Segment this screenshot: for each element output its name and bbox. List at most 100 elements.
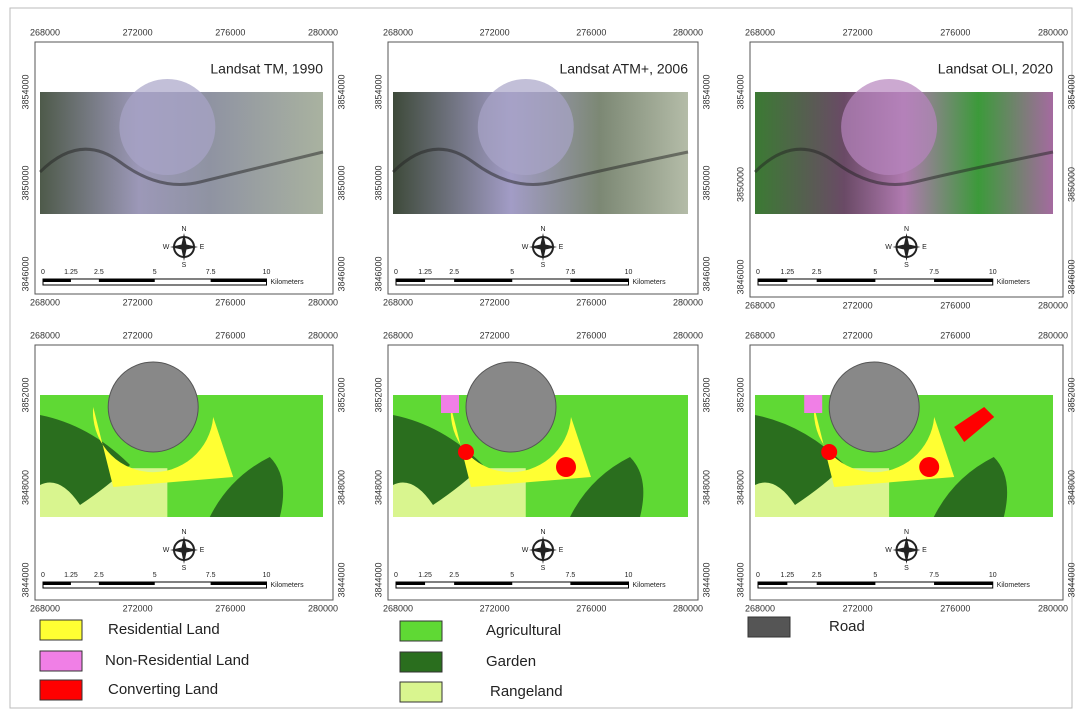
scale-segment (758, 279, 787, 282)
compass-label: W (163, 547, 170, 554)
legend-swatch-road (748, 617, 790, 637)
x-tick-label: 268000 (30, 603, 60, 613)
scale-label: 7.5 (566, 572, 576, 579)
compass-label: W (522, 244, 529, 251)
y-tick-label: 3844000 (1066, 562, 1076, 597)
x-tick-label: 268000 (383, 603, 413, 613)
legend-swatch-garden (400, 652, 442, 672)
scale-label: 10 (989, 572, 997, 579)
scale-label: 2.5 (94, 572, 104, 579)
scale-label: 5 (510, 572, 514, 579)
legend-label: Residential Land (108, 621, 220, 638)
scale-label: 1.25 (418, 572, 432, 579)
x-tick-label: 280000 (673, 603, 703, 613)
scale-segment (99, 279, 155, 282)
x-tick-label: 280000 (673, 330, 703, 340)
non-residential-area (804, 395, 822, 413)
scale-label: 5 (873, 269, 877, 276)
x-tick-label: 280000 (308, 297, 338, 307)
compass-label: S (541, 262, 546, 269)
legend-label: Non-Residential Land (105, 652, 249, 669)
converting-area (919, 457, 939, 477)
y-tick-label: 3848000 (373, 470, 383, 505)
scale-segment (43, 279, 71, 282)
y-tick-label: 3844000 (20, 562, 30, 597)
y-tick-label: 3846000 (20, 256, 30, 291)
compass-label: S (904, 565, 909, 572)
legend-label: Agricultural (486, 622, 561, 639)
scale-label: 10 (989, 269, 997, 276)
x-tick-label: 276000 (940, 300, 970, 310)
scale-label: 7.5 (929, 572, 939, 579)
y-tick-label: 3852000 (20, 377, 30, 412)
y-tick-label: 3854000 (373, 74, 383, 109)
x-tick-label: 272000 (843, 330, 873, 340)
y-tick-label: 3850000 (701, 165, 711, 200)
urban-area (478, 79, 574, 175)
scale-label: 0 (394, 572, 398, 579)
compass-label: E (559, 244, 564, 251)
x-tick-label: 276000 (576, 603, 606, 613)
compass-label: N (540, 226, 545, 233)
x-tick-label: 280000 (673, 297, 703, 307)
scale-segment (570, 279, 628, 282)
y-tick-label: 3850000 (20, 165, 30, 200)
scale-label: 0 (394, 269, 398, 276)
scale-unit: Kilometers (997, 582, 1031, 589)
scale-segment (396, 582, 425, 585)
compass-label: W (163, 244, 170, 251)
x-tick-label: 276000 (576, 297, 606, 307)
converting-area (821, 444, 837, 460)
compass-label: N (540, 529, 545, 536)
compass-label: E (922, 547, 927, 554)
scale-label: 7.5 (566, 269, 576, 276)
compass-label: S (541, 565, 546, 572)
y-tick-label: 3854000 (20, 74, 30, 109)
x-tick-label: 280000 (1038, 603, 1068, 613)
x-tick-label: 272000 (843, 603, 873, 613)
x-tick-label: 272000 (123, 330, 153, 340)
x-tick-label: 268000 (745, 330, 775, 340)
x-tick-label: 280000 (308, 603, 338, 613)
x-tick-label: 276000 (215, 330, 245, 340)
x-tick-label: 280000 (1038, 300, 1068, 310)
scale-segment (396, 279, 425, 282)
scale-label: 2.5 (449, 572, 459, 579)
x-tick-label: 272000 (480, 330, 510, 340)
legend-swatch-agricultural (400, 621, 442, 641)
y-tick-label: 3852000 (1066, 377, 1076, 412)
scale-label: 2.5 (94, 269, 104, 276)
legend-swatch-residential (40, 620, 82, 640)
x-tick-label: 276000 (215, 603, 245, 613)
y-tick-label: 3846000 (735, 259, 745, 294)
scale-unit: Kilometers (271, 279, 305, 286)
scale-label: 5 (153, 572, 157, 579)
y-tick-label: 3854000 (336, 74, 346, 109)
y-tick-label: 3852000 (735, 377, 745, 412)
y-tick-label: 3850000 (735, 167, 745, 202)
scale-segment (934, 582, 993, 585)
x-tick-label: 280000 (1038, 27, 1068, 37)
scale-segment (817, 582, 876, 585)
x-tick-label: 268000 (30, 27, 60, 37)
x-tick-label: 280000 (1038, 330, 1068, 340)
scale-label: 7.5 (929, 269, 939, 276)
y-tick-label: 3848000 (1066, 470, 1076, 505)
compass-label: E (200, 244, 205, 251)
y-tick-label: 3846000 (336, 256, 346, 291)
legend-swatch-converting (40, 680, 82, 700)
y-tick-label: 3844000 (336, 562, 346, 597)
road-network (466, 362, 556, 452)
compass-label: E (559, 547, 564, 554)
scale-label: 0 (756, 269, 760, 276)
scale-segment (454, 279, 512, 282)
y-tick-label: 3846000 (701, 256, 711, 291)
scale-label: 0 (756, 572, 760, 579)
y-tick-label: 3848000 (701, 470, 711, 505)
y-tick-label: 3852000 (701, 377, 711, 412)
scale-label: 1.25 (64, 269, 78, 276)
converting-area (458, 444, 474, 460)
scale-segment (99, 582, 155, 585)
y-tick-label: 3850000 (1066, 167, 1076, 202)
x-tick-label: 268000 (383, 330, 413, 340)
